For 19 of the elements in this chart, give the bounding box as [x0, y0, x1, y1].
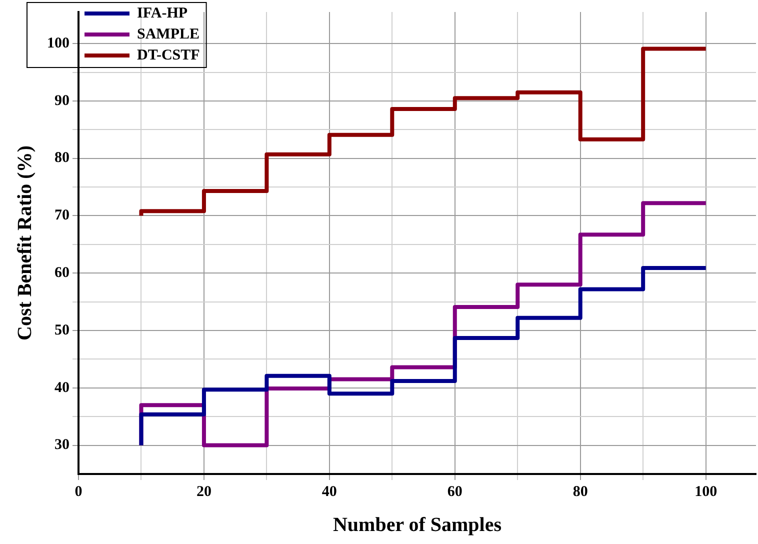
x-tick-label: 100 — [694, 484, 718, 500]
y-tick-label: 70 — [54, 208, 70, 224]
y-tick-label: 30 — [54, 437, 70, 454]
y-axis-title: Cost Benefit Ratio (%) — [14, 146, 36, 340]
y-tick-label: 40 — [54, 380, 70, 396]
y-tick-label: 90 — [54, 92, 70, 109]
x-tick-label: 40 — [322, 484, 337, 500]
legend-label: DT-CSTF — [137, 47, 200, 64]
y-tick-label: 50 — [54, 322, 70, 338]
y-tick-label: 100 — [47, 35, 70, 52]
legend-label: IFA-HP — [137, 5, 188, 22]
x-tick-label: 0 — [74, 484, 82, 500]
x-tick-label: 60 — [447, 484, 462, 500]
y-tick-label: 60 — [54, 265, 70, 282]
x-tick-label: 80 — [572, 484, 588, 500]
x-tick-label: 20 — [196, 484, 212, 500]
x-axis-title: Number of Samples — [332, 514, 502, 536]
y-tick-label: 80 — [54, 150, 70, 166]
legend-label: SAMPLE — [137, 26, 200, 42]
